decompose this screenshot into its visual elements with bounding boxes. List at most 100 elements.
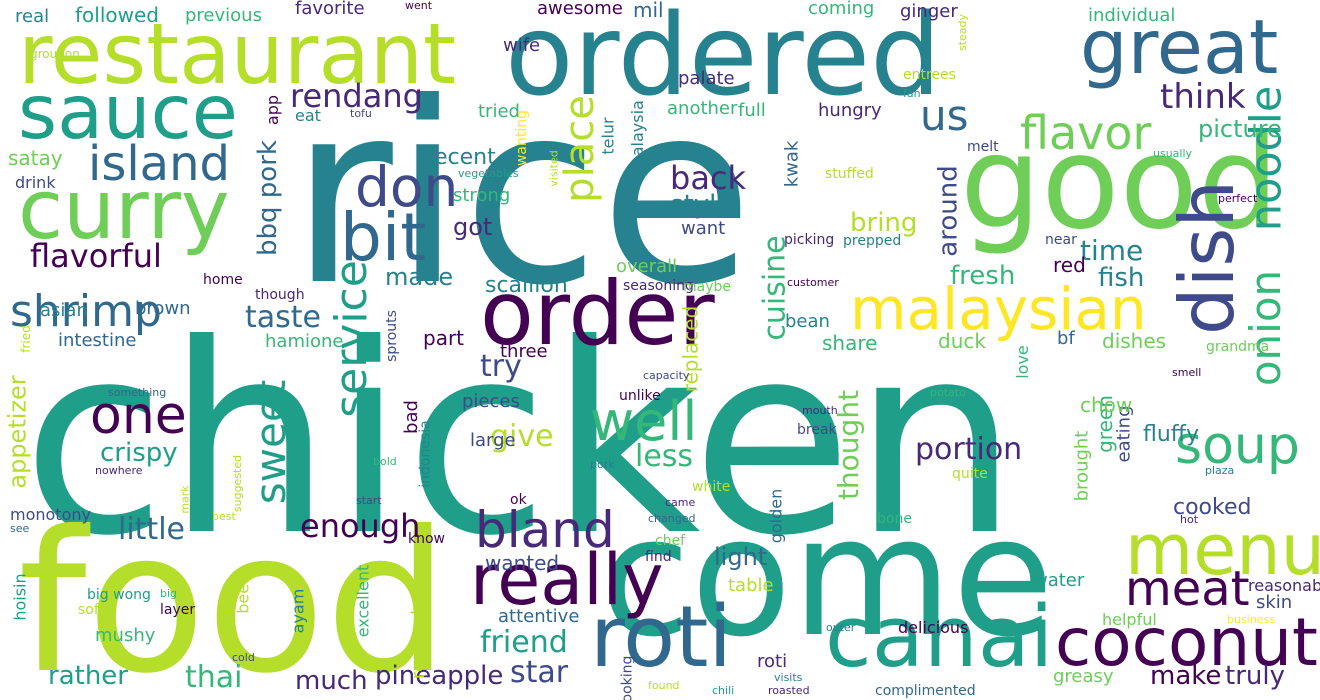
- cloud-word: onion: [1241, 269, 1291, 387]
- cloud-word: canai: [825, 588, 1054, 687]
- cloud-word: drink: [15, 173, 56, 192]
- cloud-word: visited: [547, 149, 561, 187]
- cloud-word: full: [738, 100, 766, 121]
- cloud-word: decent: [420, 145, 496, 170]
- cloud-word: taste: [245, 300, 321, 335]
- cloud-word: hamione: [265, 331, 344, 352]
- cloud-word: prepped: [843, 233, 902, 249]
- cloud-word: cold: [232, 651, 255, 664]
- cloud-word: best: [212, 510, 236, 523]
- cloud-word: entrees: [903, 67, 956, 83]
- cloud-word: portion: [915, 432, 1023, 467]
- cloud-word: bold: [373, 455, 397, 468]
- cloud-word: sweet: [246, 379, 296, 505]
- cloud-word: brought: [1070, 430, 1092, 501]
- cloud-word: duck: [938, 329, 986, 353]
- cloud-word: came: [665, 496, 696, 509]
- cloud-word: pineapple: [375, 661, 504, 691]
- cloud-word: smell: [1172, 366, 1202, 379]
- cloud-word: kwak: [780, 140, 802, 187]
- cloud-word: truly: [1225, 661, 1285, 691]
- cloud-word: mushy: [95, 625, 156, 646]
- cloud-word: flavorful: [30, 237, 162, 275]
- cloud-word: asian: [40, 300, 88, 321]
- cloud-word: crispy: [100, 438, 178, 468]
- cloud-word: satay: [8, 146, 63, 170]
- cloud-word: individual: [1088, 5, 1176, 26]
- cloud-word: roti: [757, 651, 788, 672]
- cloud-word: maybe: [683, 279, 732, 295]
- cloud-word: bland: [475, 501, 615, 559]
- cloud-word: groupon: [30, 47, 80, 61]
- cloud-word: outer: [826, 621, 856, 634]
- cloud-word: perfect: [1218, 192, 1258, 205]
- cloud-word: good: [960, 109, 1280, 258]
- cloud-word: bone: [877, 511, 912, 527]
- cloud-word: tofu: [350, 107, 372, 120]
- cloud-word: time: [1080, 234, 1144, 267]
- cloud-word: curry: [18, 163, 230, 258]
- cloud-word: tried: [478, 101, 520, 122]
- cloud-word: coming: [808, 0, 875, 19]
- cloud-word: went: [405, 0, 433, 12]
- cloud-word: style: [670, 190, 733, 220]
- cloud-word: nowhere: [95, 464, 143, 477]
- cloud-word: business: [1227, 613, 1275, 626]
- cloud-word: looking: [618, 655, 635, 700]
- cloud-word: eat: [295, 106, 321, 125]
- cloud-word: much: [295, 666, 368, 696]
- cloud-word: mouth: [802, 404, 838, 417]
- cloud-word: steady: [956, 13, 970, 52]
- cloud-word: app: [263, 94, 283, 126]
- cloud-word: followed: [75, 3, 159, 27]
- cloud-word: try: [480, 349, 522, 384]
- cloud-word: palate: [678, 68, 735, 89]
- cloud-word: malaysian: [850, 275, 1147, 343]
- cloud-word: bf: [1057, 328, 1075, 349]
- cloud-word: pork: [590, 458, 615, 471]
- cloud-word: see: [10, 522, 30, 535]
- cloud-word: hot: [1180, 513, 1199, 526]
- cloud-word: food: [18, 489, 450, 700]
- cloud-word: complimented: [875, 683, 976, 699]
- cloud-word: fish: [1098, 263, 1145, 293]
- cloud-word: little: [118, 512, 185, 547]
- cloud-word: remember: [408, 584, 430, 680]
- cloud-word: hoisin: [10, 572, 30, 621]
- cloud-word: ayam: [287, 588, 307, 633]
- cloud-word: coconut: [1055, 604, 1318, 681]
- cloud-word: fan: [903, 87, 921, 100]
- cloud-word: favorite: [295, 0, 365, 19]
- cloud-word: give: [490, 419, 554, 454]
- cloud-word: bit: [340, 199, 427, 276]
- cloud-word: wanting: [514, 109, 531, 167]
- cloud-word: picture: [1198, 115, 1282, 143]
- cloud-word: mil: [633, 0, 664, 22]
- cloud-word: ok: [510, 492, 527, 508]
- cloud-word: stuffed: [825, 166, 874, 182]
- cloud-word: cooked: [1173, 495, 1252, 520]
- cloud-word: unlike: [619, 388, 661, 404]
- cloud-word: overall: [616, 256, 678, 277]
- cloud-word: one: [90, 386, 187, 446]
- cloud-word: excellent: [352, 564, 372, 637]
- cloud-word: enough: [300, 507, 421, 545]
- cloud-word: another: [667, 98, 738, 119]
- cloud-word: bbq pork: [252, 140, 283, 256]
- cloud-word: quite: [952, 466, 988, 482]
- cloud-word: island: [88, 136, 230, 192]
- cloud-word: scallion: [485, 273, 568, 298]
- cloud-word: restaurant: [18, 5, 456, 103]
- cloud-word: capacity: [643, 369, 690, 382]
- cloud-word: plaza: [1205, 464, 1235, 477]
- cloud-word: around: [933, 164, 964, 257]
- cloud-word: soft: [78, 602, 105, 618]
- cloud-word: love: [1012, 345, 1032, 379]
- cloud-word: suggested: [231, 454, 245, 513]
- cloud-word: friend: [480, 625, 568, 660]
- cloud-word: wife: [503, 35, 541, 56]
- cloud-word: less: [635, 439, 694, 474]
- cloud-word: though: [255, 287, 305, 303]
- cloud-word: wanted: [485, 551, 560, 575]
- cloud-word: chow: [1080, 393, 1133, 417]
